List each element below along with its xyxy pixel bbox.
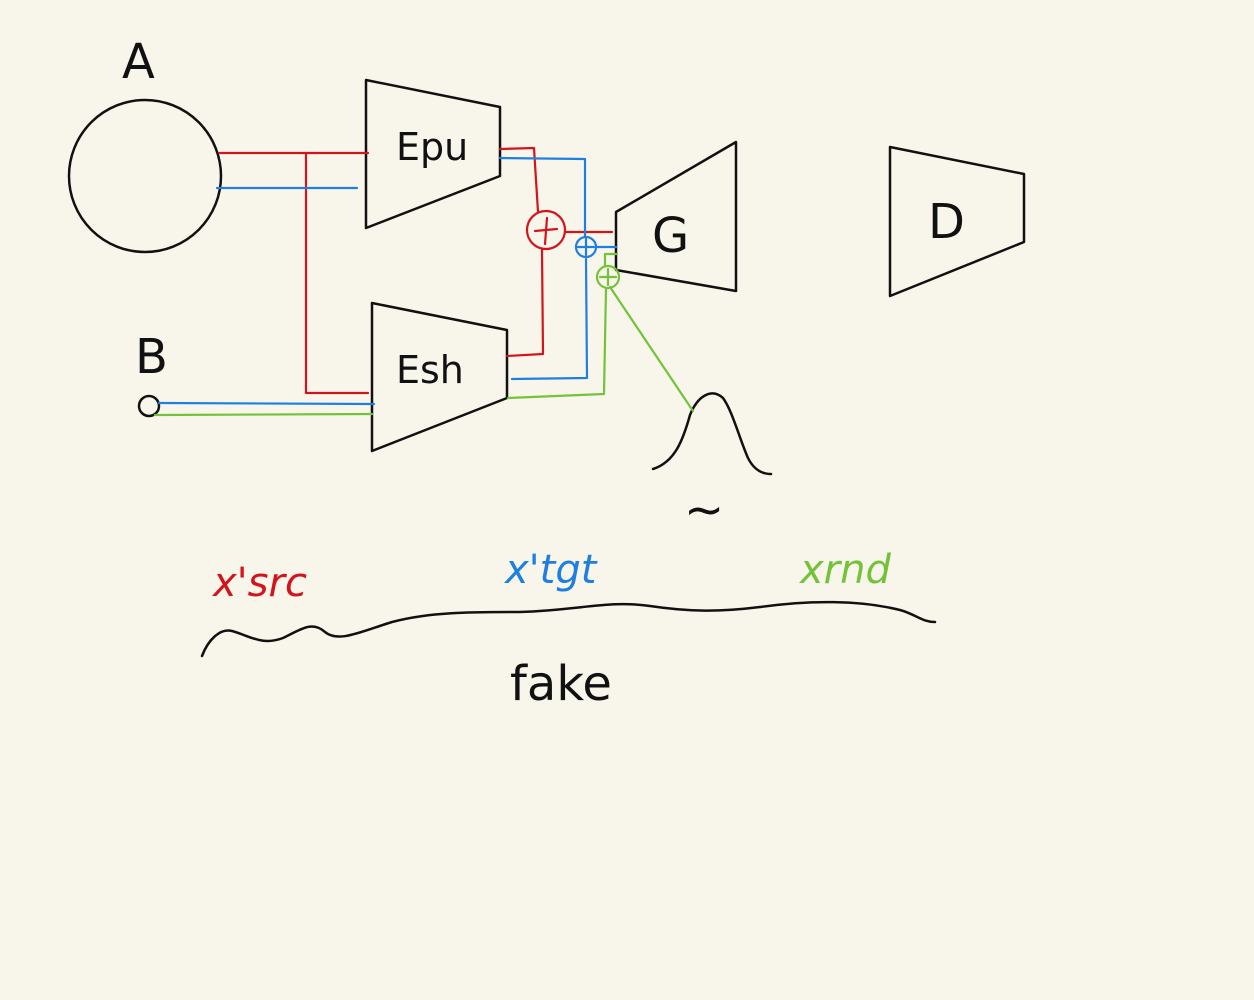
blue-sum-plus-icon <box>576 237 596 257</box>
blue-connections <box>157 156 618 406</box>
blue-line-esh-to-sum <box>510 257 589 381</box>
green-line-sum-to-g <box>603 252 619 268</box>
label-noise-tilde: ~ <box>684 482 724 538</box>
label-d: D <box>928 194 965 250</box>
label-x-rnd: xrnd <box>798 547 891 593</box>
input-b-circle <box>137 394 161 418</box>
green-line-esh-to-sum <box>506 286 608 400</box>
label-x-src: x'src <box>211 560 307 606</box>
red-line-esh-to-sum <box>505 248 545 358</box>
brace-curve <box>200 600 937 658</box>
label-g: G <box>652 208 689 264</box>
label-epu: Epu <box>396 125 468 169</box>
input-a-circle <box>67 98 223 254</box>
red-line-epu-to-sum <box>498 146 540 214</box>
label-b: B <box>135 329 168 385</box>
green-sum-plus-icon <box>598 267 618 287</box>
label-esh: Esh <box>396 348 464 392</box>
red-line-split-to-esh <box>304 151 370 395</box>
label-x-tgt: x'tgt <box>503 547 598 593</box>
red-sum-plus-icon <box>533 216 559 246</box>
encoder-epu-shape <box>364 78 502 230</box>
label-a: A <box>122 34 155 90</box>
generator-g-shape <box>614 140 738 293</box>
green-line-b-to-esh <box>153 412 374 417</box>
green-line-noise-to-sum <box>608 285 695 413</box>
red-sum-node <box>525 209 567 251</box>
green-sum-node <box>595 264 621 290</box>
green-connections <box>153 252 695 417</box>
discriminator-d-shape <box>888 145 1026 298</box>
blue-sum-node <box>574 235 598 259</box>
gaussian-curve <box>651 392 773 476</box>
red-connections <box>217 146 614 395</box>
label-fake: fake <box>510 656 612 712</box>
blue-line-b-to-esh <box>157 401 376 406</box>
blue-line-epu-to-sum <box>498 156 587 238</box>
